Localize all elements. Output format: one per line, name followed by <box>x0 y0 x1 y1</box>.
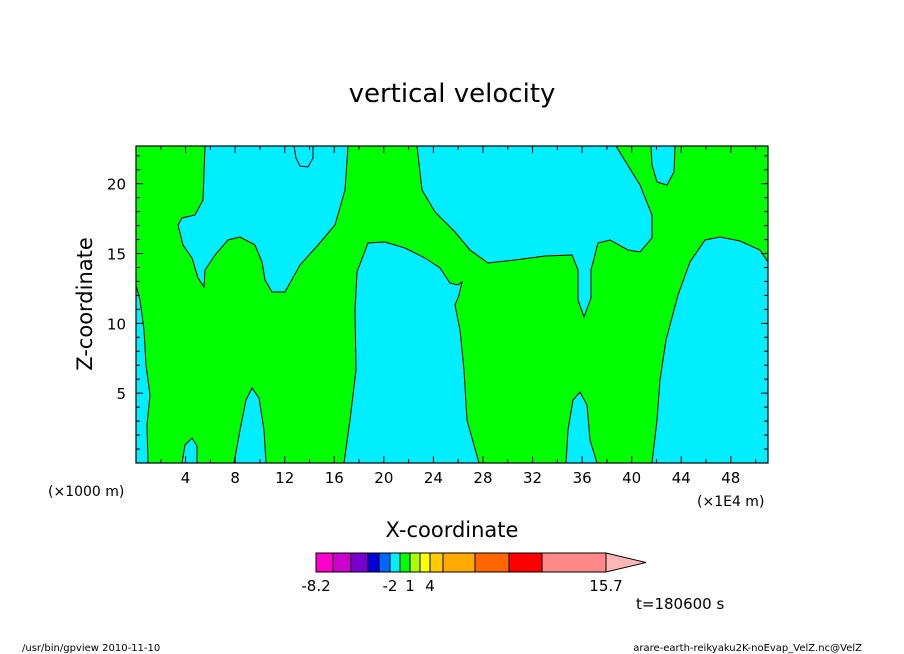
time-label: t=180600 s <box>636 595 724 613</box>
x-tick-label: 20 <box>374 469 393 487</box>
colorbar-arrow <box>605 552 647 573</box>
x-tick-label: 48 <box>721 469 740 487</box>
colorbar-bin <box>442 552 476 573</box>
y-tick-label: 15 <box>107 246 126 264</box>
x-tick-label: 44 <box>672 469 691 487</box>
colorbar-tick-label: 4 <box>425 577 435 595</box>
colorbar-bin <box>315 552 334 573</box>
colorbar-bin <box>508 552 543 573</box>
footer-left: /usr/bin/gpview 2010-11-10 <box>22 643 160 654</box>
y-tick-label: 20 <box>107 176 126 194</box>
colorbar-bin <box>399 552 411 573</box>
y-axis-label: Z-coordinate <box>73 237 97 371</box>
chart-title: vertical velocity <box>349 79 556 109</box>
x-tick-label: 36 <box>573 469 592 487</box>
plot-frame <box>135 145 769 464</box>
colorbar: -8.2 -2 1 4 15.7 <box>301 552 647 595</box>
y-tick-label: 10 <box>107 315 126 333</box>
cyan-region-center <box>343 241 480 464</box>
cyan-region-lower-x36 <box>565 391 598 464</box>
x-tick-label: 40 <box>622 469 641 487</box>
x-tick-label: 16 <box>325 469 344 487</box>
colorbar-bin <box>409 552 421 573</box>
colorbar-bin <box>367 552 380 573</box>
x-tick-label: 4 <box>181 469 191 487</box>
colorbar-tick-label: 15.7 <box>589 577 622 595</box>
y-tick-label: 5 <box>116 385 126 403</box>
x-tick-label: 28 <box>473 469 492 487</box>
colorbar-bin <box>541 552 607 573</box>
colorbar-bin <box>474 552 510 573</box>
cyan-regions <box>135 145 769 464</box>
footer-right: arare-earth-reikyaku2K-noEvap_VelZ.nc@Ve… <box>633 643 862 654</box>
x-tick-label: 8 <box>230 469 240 487</box>
y-tick-marks: 5 10 15 20 <box>107 155 768 450</box>
x-unit-left: (×1000 m) <box>48 484 124 500</box>
cyan-region-upper-right <box>416 145 653 319</box>
x-tick-label: 12 <box>275 469 294 487</box>
colorbar-bin <box>378 552 391 573</box>
colorbar-tick-label: -2 <box>383 577 398 595</box>
cyan-region-upper-left <box>177 145 349 293</box>
colorbar-bin <box>350 552 369 573</box>
colorbar-bin <box>429 552 444 573</box>
colorbar-bin <box>389 552 401 573</box>
x-tick-label: 32 <box>523 469 542 487</box>
x-unit-right: (×1E4 m) <box>697 494 764 510</box>
colorbar-bin <box>332 552 352 573</box>
cyan-region-lower-x10 <box>233 387 267 464</box>
x-axis-label: X-coordinate <box>386 518 519 542</box>
x-tick-marks: 4 8 12 16 20 24 28 32 36 40 44 48 <box>160 146 757 487</box>
colorbar-tick-label: 1 <box>405 577 415 595</box>
colorbar-tick-label: -8.2 <box>301 577 330 595</box>
colorbar-bin <box>419 552 431 573</box>
x-tick-label: 24 <box>424 469 443 487</box>
